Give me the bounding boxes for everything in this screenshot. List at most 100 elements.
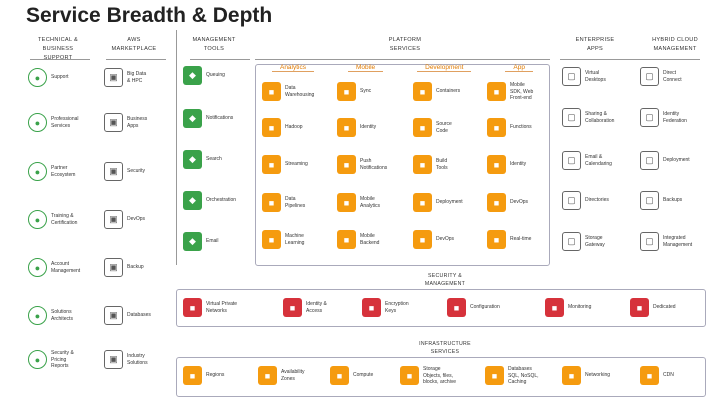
infra-item-0[interactable]: ■ Regions: [183, 366, 255, 385]
platform-item-0-1[interactable]: ■ Sync: [337, 82, 407, 101]
platform-item-2-1[interactable]: ■ Push Notifications: [337, 155, 407, 174]
marketplace-item-5-icon: ▣: [104, 306, 123, 325]
tab-mobile[interactable]: Mobile: [347, 64, 384, 72]
mgmt-item-4-icon: ◆: [183, 232, 202, 251]
platform-item-1-0[interactable]: ■ Hadoop: [262, 118, 332, 137]
platform-item-4-0[interactable]: ■ Machine Learning: [262, 230, 332, 249]
marketplace-item-4[interactable]: ▣ Backup: [104, 258, 176, 277]
technical-item-4[interactable]: ● Account Management: [28, 258, 100, 277]
infra-item-4[interactable]: ■ Databases SQL, NoSQL, Caching: [485, 366, 557, 386]
enterprise-item-4[interactable]: ▢ Storage Gateway: [562, 232, 632, 251]
marketplace-item-4-label: Backup: [127, 264, 144, 271]
platform-services-header: PLATFORM SERVICES: [388, 37, 422, 52]
infra-item-6[interactable]: ■ CDN: [640, 366, 712, 385]
platform-item-3-2-label: Deployment: [436, 199, 463, 206]
technical-item-0-label: Support: [51, 74, 69, 81]
platform-item-3-3[interactable]: ■ DevOps: [487, 193, 557, 212]
divider: [190, 59, 250, 60]
infra-item-6-icon: ■: [640, 366, 659, 385]
mgmt-item-2[interactable]: ◆ Search: [183, 150, 253, 169]
hybrid-item-1[interactable]: ▢ Identity Federation: [640, 108, 710, 127]
divider: [176, 30, 177, 265]
enterprise-item-3[interactable]: ▢ Directories: [562, 191, 632, 210]
hybrid-item-0[interactable]: ▢ Direct Connect: [640, 67, 710, 86]
infra-item-1-label: Availability Zones: [281, 369, 305, 382]
platform-item-4-2[interactable]: ■ DevOps: [413, 230, 483, 249]
tab-app[interactable]: App: [505, 64, 533, 72]
hybrid-item-2[interactable]: ▢ Deployment: [640, 151, 710, 170]
platform-item-3-2[interactable]: ■ Deployment: [413, 193, 483, 212]
hybrid-item-0-label: Direct Connect: [663, 70, 682, 83]
platform-item-3-1[interactable]: ■ Mobile Analytics: [337, 193, 407, 212]
platform-item-0-0[interactable]: ■ Data Warehousing: [262, 82, 332, 101]
platform-tabs: Analytics Mobile Development App: [255, 64, 550, 72]
platform-item-0-1-label: Sync: [360, 88, 372, 95]
enterprise-item-3-icon: ▢: [562, 191, 581, 210]
security-item-3[interactable]: ■ Configuration: [447, 298, 527, 317]
technical-item-0[interactable]: ● Support: [28, 68, 100, 87]
security-item-1[interactable]: ■ Identity & Access: [283, 298, 363, 317]
security-item-2[interactable]: ■ Encryption Keys: [362, 298, 442, 317]
security-item-0[interactable]: ■ Virtual Private Networks: [183, 298, 263, 317]
platform-item-3-0[interactable]: ■ Data Pipelines: [262, 193, 332, 212]
platform-item-4-3[interactable]: ■ Real-time: [487, 230, 557, 249]
platform-item-0-2[interactable]: ■ Containers: [413, 82, 483, 101]
platform-item-1-3[interactable]: ■ Functions: [487, 118, 557, 137]
platform-item-0-3[interactable]: ■ Mobile SDK, Web Front-end: [487, 82, 557, 102]
technical-item-2[interactable]: ● Partner Ecosystem: [28, 162, 100, 181]
marketplace-item-2[interactable]: ▣ Security: [104, 162, 176, 181]
technical-item-1[interactable]: ● Professional Services: [28, 113, 100, 132]
enterprise-item-1[interactable]: ▢ Sharing & Collaboration: [562, 108, 632, 127]
marketplace-header: AWS MARKETPLACE: [111, 37, 157, 52]
divider: [255, 59, 550, 60]
platform-item-2-3-label: Identity: [510, 161, 527, 168]
tab-analytics[interactable]: Analytics: [271, 64, 314, 72]
marketplace-item-0[interactable]: ▣ Big Data & HPC: [104, 68, 176, 87]
enterprise-item-2[interactable]: ▢ Email & Calendaring: [562, 151, 632, 170]
technical-item-3[interactable]: ● Training & Certification: [28, 210, 100, 229]
mgmt-item-1[interactable]: ◆ Notifications: [183, 109, 253, 128]
hybrid-item-4-label: Integrated Management: [663, 235, 693, 248]
platform-item-4-0-icon: ■: [262, 230, 281, 249]
mgmt-item-1-label: Notifications: [206, 115, 234, 122]
divider: [106, 59, 166, 60]
marketplace-item-5[interactable]: ▣ Databases: [104, 306, 176, 325]
infra-item-2[interactable]: ■ Compute: [330, 366, 402, 385]
hybrid-item-3-icon: ▢: [640, 191, 659, 210]
mgmt-item-3[interactable]: ◆ Orchestration: [183, 191, 253, 210]
platform-item-0-2-icon: ■: [413, 82, 432, 101]
hybrid-item-3[interactable]: ▢ Backups: [640, 191, 710, 210]
hybrid-item-4[interactable]: ▢ Integrated Management: [640, 232, 710, 251]
mgmt-item-4[interactable]: ◆ Email: [183, 232, 253, 251]
enterprise-apps-header: ENTERPRISE APPS: [575, 37, 615, 52]
security-item-4[interactable]: ■ Monitoring: [545, 298, 625, 317]
platform-item-2-3-icon: ■: [487, 155, 506, 174]
platform-item-2-2-label: Build Tools: [436, 158, 448, 171]
marketplace-item-1[interactable]: ▣ Business Apps: [104, 113, 176, 132]
divider: [560, 59, 700, 60]
mgmt-item-0[interactable]: ◆ Queuing: [183, 66, 253, 85]
technical-item-6[interactable]: ● Security & Pricing Reports: [28, 350, 100, 370]
technical-item-5-icon: ●: [28, 306, 47, 325]
infra-item-3[interactable]: ■ Storage Objects, files, blocks, archive: [400, 366, 472, 386]
infra-item-5[interactable]: ■ Networking: [562, 366, 634, 385]
platform-item-2-2[interactable]: ■ Build Tools: [413, 155, 483, 174]
marketplace-item-6[interactable]: ▣ Industry Solutions: [104, 350, 176, 369]
technical-item-5[interactable]: ● Solutions Architects: [28, 306, 100, 325]
infra-item-3-icon: ■: [400, 366, 419, 386]
security-item-5[interactable]: ■ Dedicated: [630, 298, 710, 317]
enterprise-item-0[interactable]: ▢ Virtual Desktops: [562, 67, 632, 86]
infra-item-1[interactable]: ■ Availability Zones: [258, 366, 330, 385]
marketplace-item-6-icon: ▣: [104, 350, 123, 369]
platform-item-2-0[interactable]: ■ Streaming: [262, 155, 332, 174]
platform-item-1-2[interactable]: ■ Source Code: [413, 118, 483, 137]
hybrid-item-3-label: Backups: [663, 197, 683, 204]
platform-item-1-1[interactable]: ■ Identity: [337, 118, 407, 137]
platform-item-4-1[interactable]: ■ Mobile Backend: [337, 230, 407, 249]
platform-item-2-3[interactable]: ■ Identity: [487, 155, 557, 174]
tab-development[interactable]: Development: [417, 64, 472, 72]
marketplace-item-3[interactable]: ▣ DevOps: [104, 210, 176, 229]
infra-header: INFRASTRUCTURE SERVICES: [419, 341, 471, 355]
infra-item-3-label: Storage Objects, files, blocks, archive: [423, 366, 457, 385]
enterprise-item-2-label: Email & Calendaring: [585, 154, 612, 167]
